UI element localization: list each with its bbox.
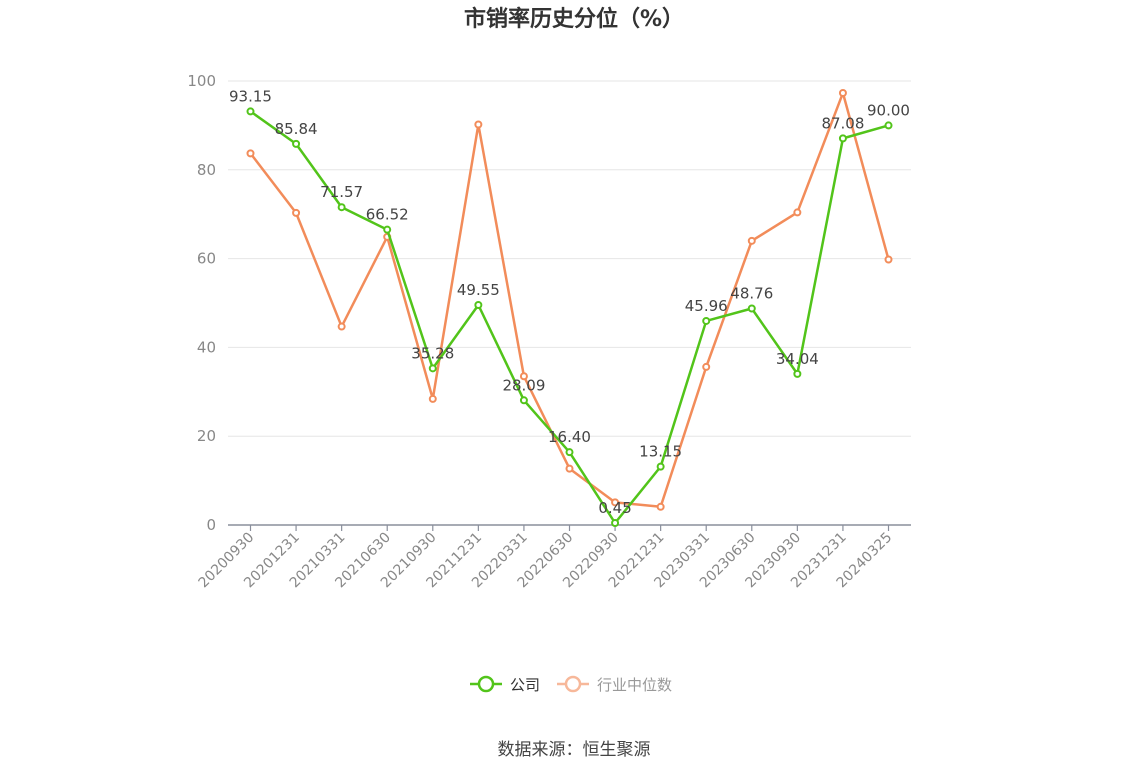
data-point xyxy=(292,139,301,148)
legend-label: 公司 xyxy=(510,676,540,694)
data-label: 0.45 xyxy=(598,499,631,517)
data-point xyxy=(747,304,756,313)
source-text: 数据来源：恒生聚源 xyxy=(498,740,651,760)
data-point xyxy=(884,121,893,130)
y-tick-label: 40 xyxy=(197,338,216,356)
data-label: 85.84 xyxy=(275,120,318,138)
data-label: 87.08 xyxy=(821,114,864,132)
data-point xyxy=(838,88,847,97)
data-point xyxy=(656,462,665,471)
data-point xyxy=(337,322,346,331)
legend-marker xyxy=(564,675,582,693)
legend[interactable]: 公司 行业中位数 xyxy=(470,675,672,694)
data-point xyxy=(793,369,802,378)
data-label: 90.00 xyxy=(867,101,910,119)
grid xyxy=(228,80,911,437)
data-point xyxy=(246,149,255,158)
data-label: 16.40 xyxy=(548,428,591,446)
data-point xyxy=(246,107,255,116)
y-tick-label: 20 xyxy=(197,427,216,445)
data-label: 66.52 xyxy=(366,206,409,224)
legend-marker xyxy=(477,675,495,693)
data-label: 93.15 xyxy=(229,87,272,105)
data-label: 28.09 xyxy=(502,376,545,394)
data-point xyxy=(884,255,893,264)
chart-title: 市销率历史分位（%） xyxy=(464,6,684,32)
legend-label: 行业中位数 xyxy=(597,676,672,694)
data-point xyxy=(428,364,437,373)
y-tick-label: 60 xyxy=(197,250,216,268)
data-point xyxy=(474,120,483,129)
data-point xyxy=(793,208,802,217)
data-point xyxy=(383,225,392,234)
y-tick-label: 0 xyxy=(206,516,216,534)
data-point xyxy=(337,203,346,212)
data-point xyxy=(611,498,620,507)
data-point xyxy=(519,396,528,405)
data-label: 13.15 xyxy=(639,443,682,461)
series-layer xyxy=(246,88,893,528)
data-point xyxy=(519,372,528,381)
data-label: 49.55 xyxy=(457,281,500,299)
data-point xyxy=(565,464,574,473)
data-label: 34.04 xyxy=(776,350,819,368)
data-point xyxy=(611,519,620,528)
data-point xyxy=(565,448,574,457)
data-point xyxy=(702,316,711,325)
data-point xyxy=(838,134,847,143)
data-point xyxy=(656,502,665,511)
legend-item[interactable]: 行业中位数 xyxy=(557,675,672,694)
x-axis: 2020093020201231202103312021063020210930… xyxy=(196,524,911,591)
data-label: 45.96 xyxy=(685,297,728,315)
y-tick-label: 100 xyxy=(187,72,216,90)
data-label: 71.57 xyxy=(320,183,363,201)
legend-item[interactable]: 公司 xyxy=(470,675,540,694)
y-tick-label: 80 xyxy=(197,161,216,179)
y-axis: 0 20 40 60 80 100 xyxy=(187,72,216,534)
data-label: 48.76 xyxy=(730,285,773,303)
data-point xyxy=(292,208,301,217)
data-point xyxy=(474,300,483,309)
data-label: 35.28 xyxy=(411,344,454,362)
data-point xyxy=(702,362,711,371)
data-point xyxy=(747,236,756,245)
data-point xyxy=(428,394,437,403)
